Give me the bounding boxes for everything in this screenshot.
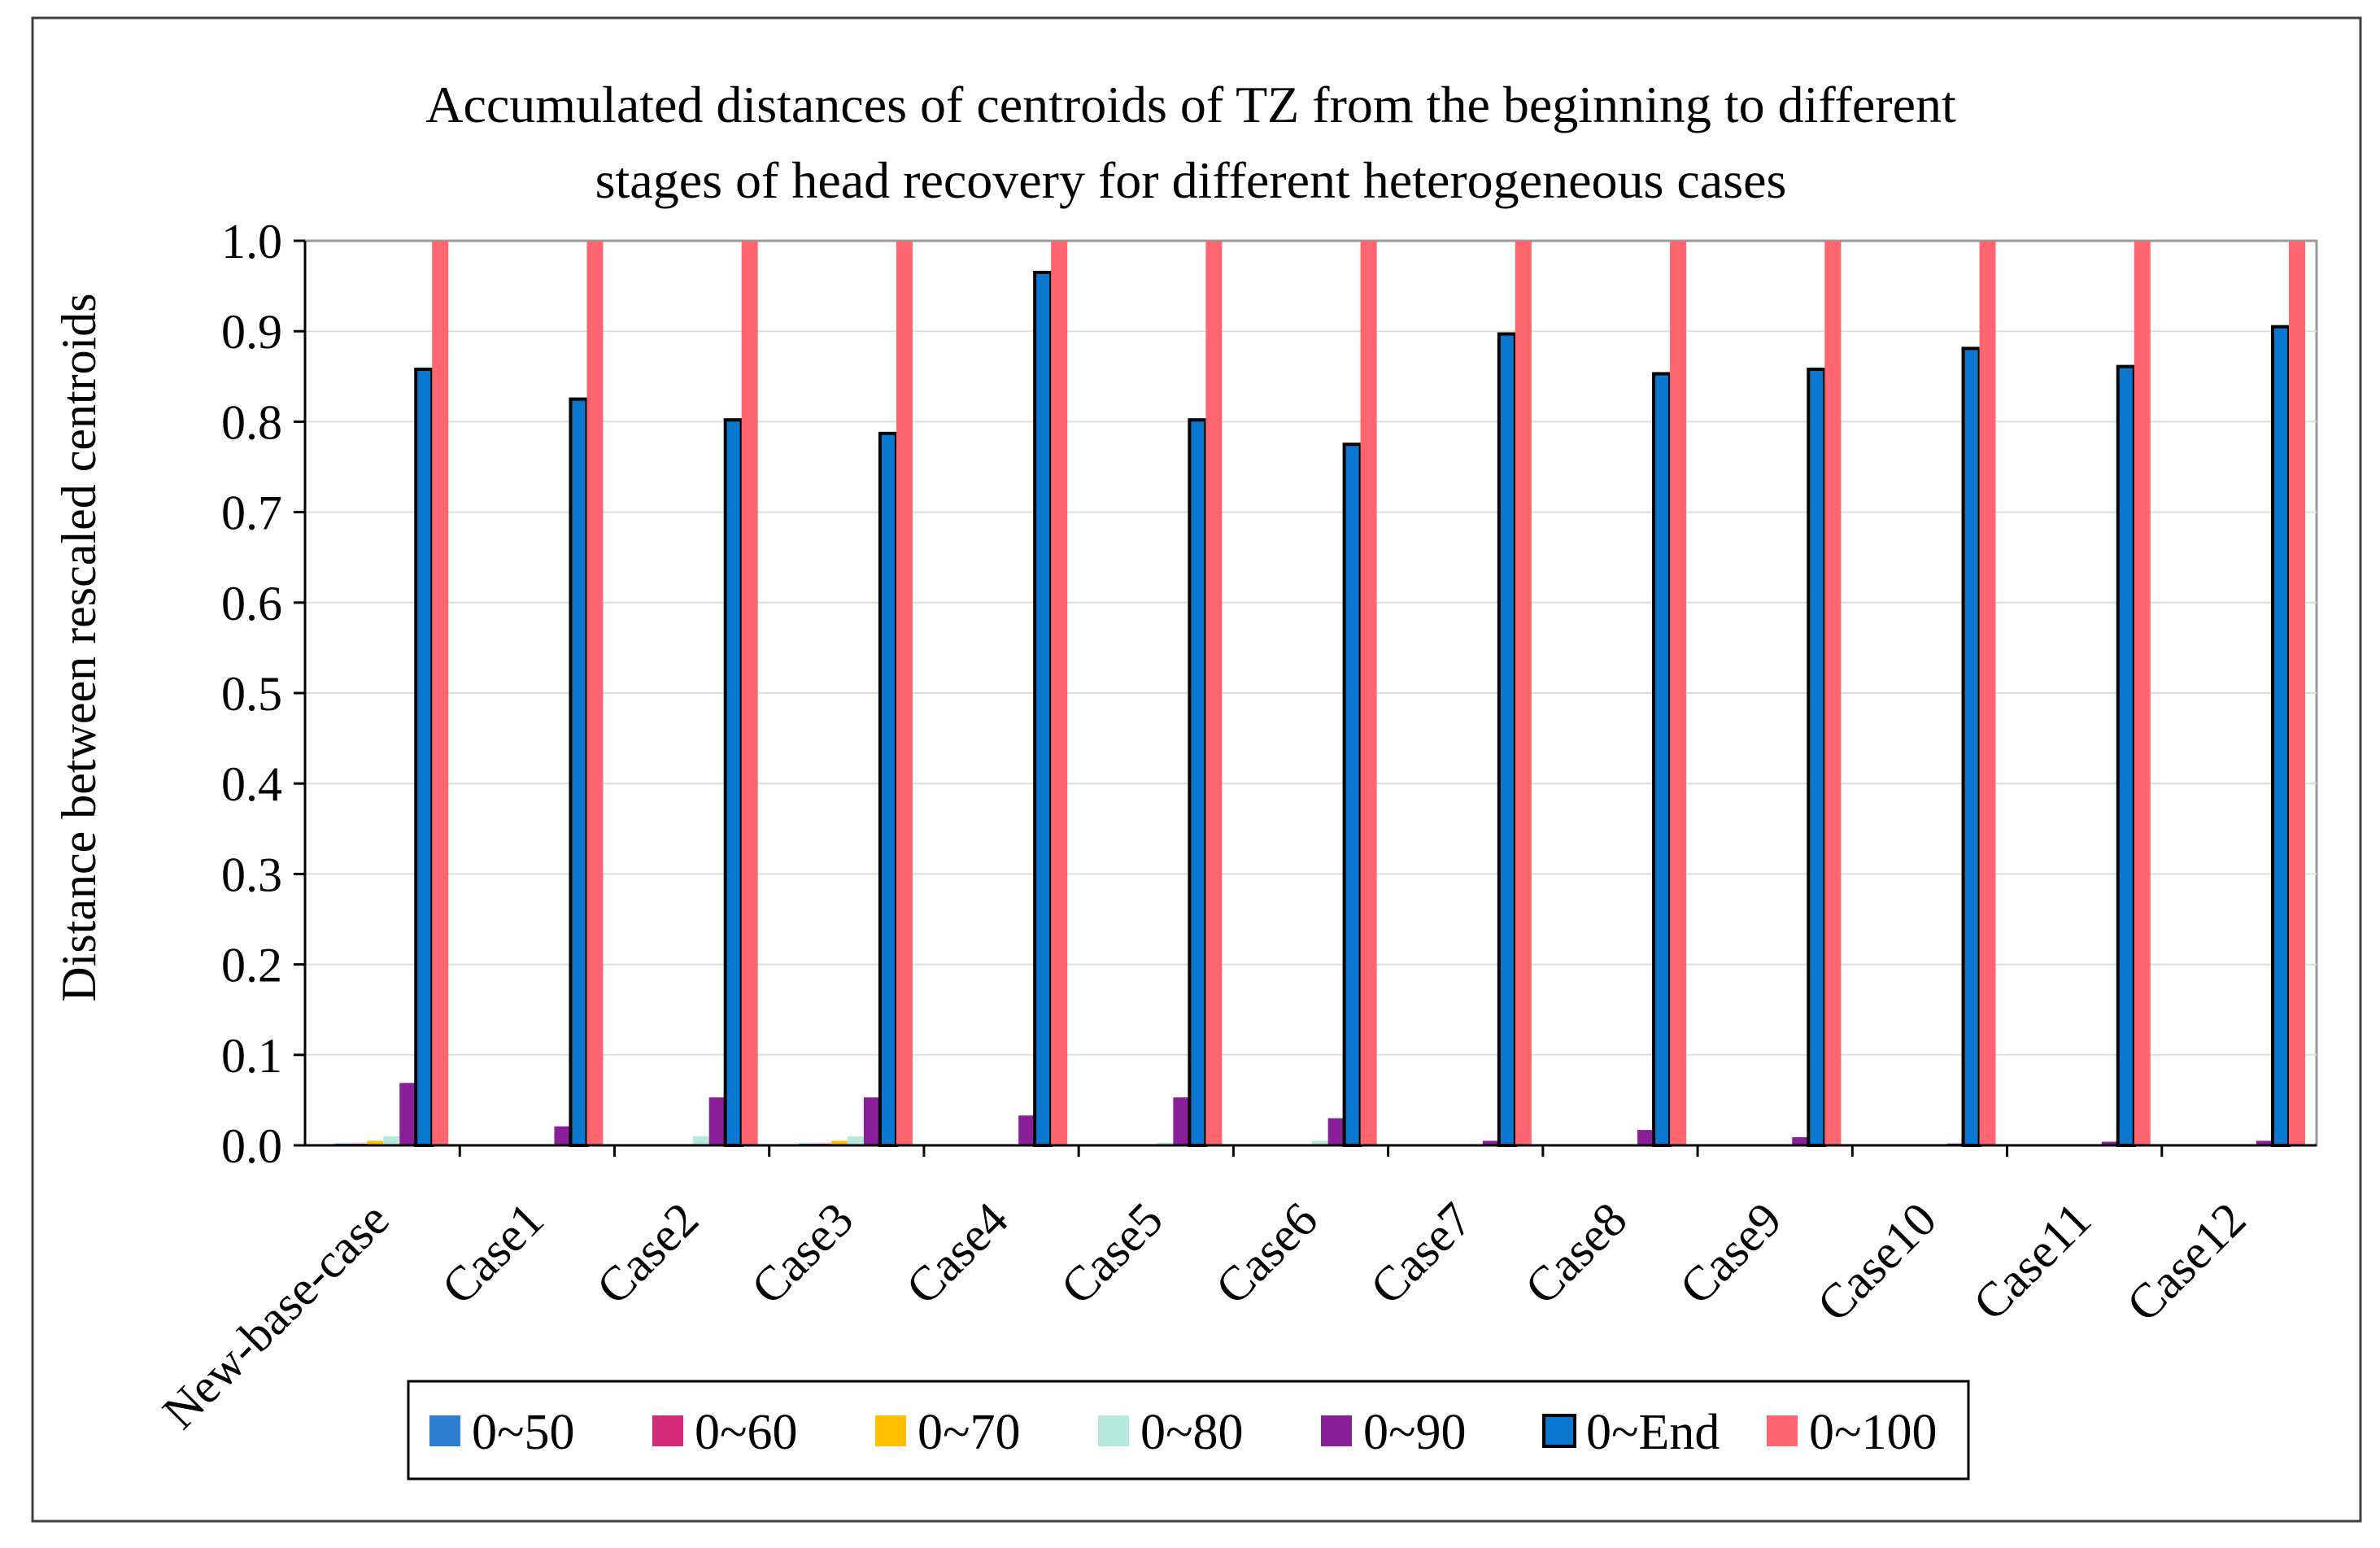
bar-0~90-Case9 bbox=[1792, 1136, 1809, 1145]
bar-0~90-Case4 bbox=[1018, 1115, 1035, 1145]
bar-0~100-Case11 bbox=[2134, 241, 2151, 1145]
bar-0~90-Case2 bbox=[708, 1097, 726, 1145]
bar-0~End-New-base-case bbox=[414, 367, 434, 1147]
legend-swatch bbox=[1542, 1414, 1576, 1448]
legend-swatch bbox=[1098, 1415, 1129, 1446]
legend-label: 0~80 bbox=[1140, 1405, 1244, 1460]
y-tick-label: 0.7 bbox=[221, 486, 282, 540]
bar-0~End-Case2 bbox=[723, 418, 743, 1147]
bar-0~End-Case12 bbox=[2271, 325, 2291, 1147]
legend-label: 0~100 bbox=[1809, 1405, 1938, 1460]
bar-0~End-Case4 bbox=[1033, 270, 1053, 1147]
legend: 0~50 0~60 0~70 0~80 0~90 0~End 0~100 bbox=[407, 1380, 1970, 1480]
bar-0~100-Case4 bbox=[1051, 241, 1068, 1145]
bar-0~70-Case3 bbox=[830, 1140, 848, 1145]
legend-label: 0~90 bbox=[1363, 1405, 1467, 1460]
y-axis-title: Distance between rescaled centroids bbox=[52, 293, 106, 1001]
bar-0~End-Case8 bbox=[1652, 372, 1672, 1147]
legend-label: 0~50 bbox=[472, 1405, 575, 1460]
legend-swatch bbox=[652, 1415, 683, 1446]
y-tick-label: 0.8 bbox=[221, 395, 282, 449]
bar-0~90-Case12 bbox=[2256, 1140, 2273, 1145]
bar-0~End-Case7 bbox=[1497, 332, 1517, 1147]
y-tick-label: 0.9 bbox=[221, 305, 282, 359]
legend-swatch bbox=[429, 1415, 460, 1446]
chart-title-line-2: stages of head recovery for different he… bbox=[595, 151, 1787, 209]
y-tick-label: 0.4 bbox=[221, 757, 282, 811]
legend-label: 0~60 bbox=[695, 1405, 798, 1460]
bar-0~90-Case3 bbox=[863, 1097, 880, 1145]
y-tick-label: 0.2 bbox=[221, 939, 282, 992]
bar-0~100-Case12 bbox=[2289, 241, 2305, 1145]
bar-0~End-Case3 bbox=[878, 431, 898, 1147]
bar-0~90-Case6 bbox=[1327, 1118, 1345, 1145]
bar-0~90-New-base-case bbox=[399, 1083, 416, 1145]
y-tick-label: 0.0 bbox=[221, 1119, 282, 1173]
bar-0~100-Case10 bbox=[1979, 241, 1996, 1145]
bar-0~80-New-base-case bbox=[383, 1136, 400, 1145]
bar-0~End-Case5 bbox=[1188, 418, 1208, 1147]
bar-0~80-Case5 bbox=[1157, 1142, 1174, 1145]
bar-0~90-Case1 bbox=[554, 1126, 571, 1145]
bar-0~End-Case1 bbox=[569, 397, 589, 1148]
legend-swatch bbox=[1767, 1415, 1798, 1446]
bar-0~100-Case3 bbox=[896, 241, 913, 1145]
bar-0~80-Case3 bbox=[847, 1136, 864, 1145]
bar-0~100-Case8 bbox=[1670, 241, 1687, 1145]
bar-0~End-Case10 bbox=[1961, 347, 1981, 1147]
legend-label: 0~End bbox=[1586, 1405, 1720, 1460]
bar-0~90-Case11 bbox=[2101, 1141, 2118, 1145]
bar-0~100-Case2 bbox=[741, 241, 758, 1145]
legend-swatch bbox=[875, 1415, 906, 1446]
bars bbox=[334, 241, 2305, 1148]
bar-0~80-Case2 bbox=[692, 1136, 709, 1145]
y-tick-label: 0.6 bbox=[221, 577, 282, 630]
bar-0~90-Case8 bbox=[1637, 1130, 1654, 1145]
bar-0~100-Case6 bbox=[1360, 241, 1377, 1145]
bar-0~100-Case7 bbox=[1515, 241, 1532, 1145]
legend-label: 0~70 bbox=[918, 1405, 1021, 1460]
bar-0~End-Case9 bbox=[1807, 367, 1827, 1147]
chart-title-line-1: Accumulated distances of centroids of TZ… bbox=[425, 76, 1956, 133]
bar-0~100-New-base-case bbox=[432, 241, 449, 1145]
bar-0~100-Case1 bbox=[586, 241, 604, 1145]
gridlines bbox=[303, 239, 2318, 1147]
y-tick-label: 0.3 bbox=[221, 848, 282, 901]
bar-0~End-Case6 bbox=[1342, 443, 1362, 1147]
y-tick-label: 0.1 bbox=[221, 1029, 282, 1083]
bar-0~End-Case11 bbox=[2116, 364, 2136, 1147]
legend-swatch bbox=[1321, 1415, 1352, 1446]
bar-0~90-Case7 bbox=[1482, 1140, 1499, 1145]
y-tick-label: 1.0 bbox=[221, 215, 282, 268]
bar-0~90-Case5 bbox=[1173, 1097, 1190, 1145]
bar-0~100-Case5 bbox=[1205, 241, 1223, 1145]
y-tick-label: 0.5 bbox=[221, 667, 282, 721]
bar-0~100-Case9 bbox=[1824, 241, 1842, 1145]
bar-0~70-New-base-case bbox=[367, 1140, 384, 1145]
bar-0~80-Case6 bbox=[1311, 1140, 1328, 1145]
